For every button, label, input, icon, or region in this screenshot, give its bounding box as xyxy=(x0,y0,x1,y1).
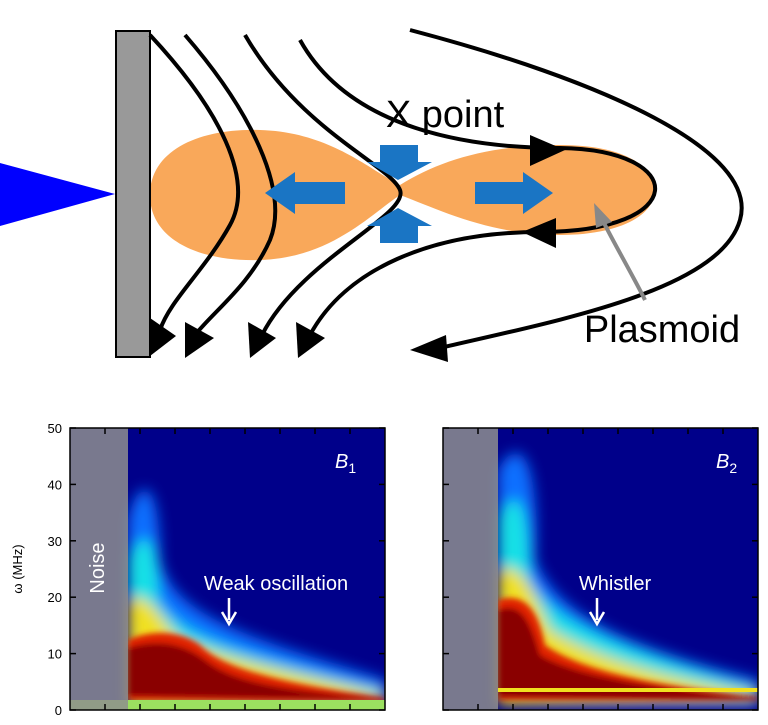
target xyxy=(115,30,151,358)
y-tick-label: 30 xyxy=(48,534,62,549)
y-tick-label: 10 xyxy=(48,647,62,662)
spectrogram xyxy=(443,428,758,710)
panel-frame xyxy=(442,427,759,711)
arrowheads xyxy=(150,135,565,362)
y-tick-label: 40 xyxy=(48,477,62,492)
pointer-head xyxy=(594,203,612,228)
panel-label: B2 xyxy=(716,451,737,476)
plasmoid-label: Plasmoid xyxy=(584,309,740,351)
annotation: Weak oscillation xyxy=(204,573,348,595)
plasma xyxy=(150,129,655,261)
y-tick-label: 20 xyxy=(48,590,62,605)
noise-label: Noise xyxy=(87,542,109,593)
spectrogram xyxy=(70,428,385,710)
annotation: Whistler xyxy=(579,573,652,595)
panel-frame xyxy=(69,427,386,711)
schematic: X point Plasmoid xyxy=(0,28,744,362)
panel-label: B1 xyxy=(335,451,356,476)
flow-arrows xyxy=(265,145,553,243)
annotation-arrow xyxy=(588,598,606,627)
field-lines xyxy=(148,28,744,350)
y-tick-label: 0 xyxy=(55,703,62,718)
pointer xyxy=(598,214,647,301)
annotation-arrow xyxy=(220,598,238,627)
y-tick-label: 50 xyxy=(48,421,62,436)
laser xyxy=(0,163,115,226)
y-axis-label: ω (MHz) xyxy=(10,544,25,593)
x-point-label: X point xyxy=(386,94,505,136)
